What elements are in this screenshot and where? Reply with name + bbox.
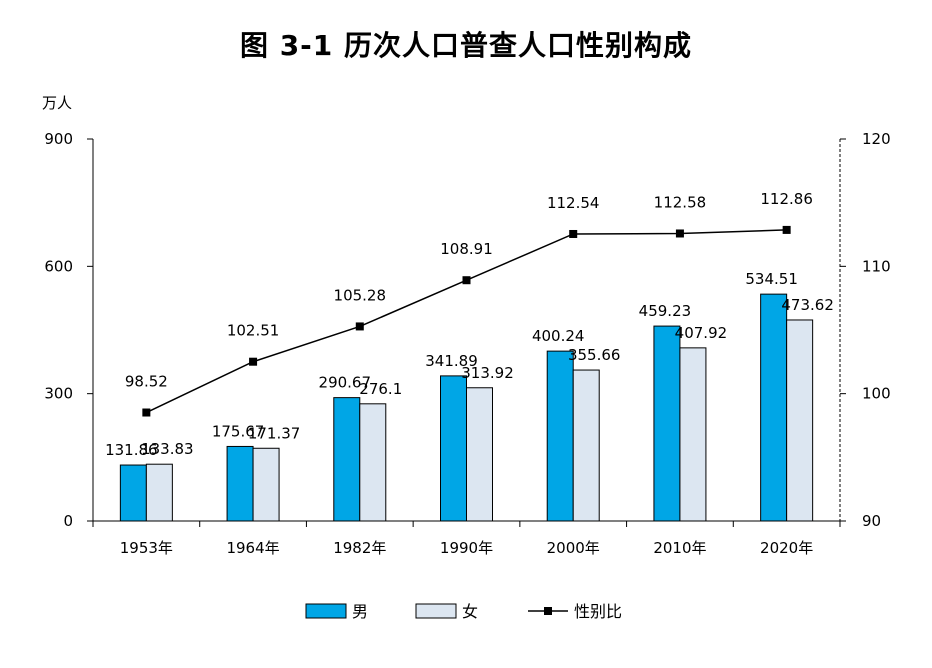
data-label-sex-ratio: 112.58 [654, 193, 707, 211]
data-label-male: 459.23 [639, 302, 692, 320]
data-label-male: 534.51 [745, 270, 798, 288]
bar-female [252, 447, 280, 522]
data-label-male: 400.24 [532, 327, 585, 345]
bar-female [145, 463, 173, 522]
y-tick-label-left: 300 [44, 385, 73, 403]
data-label-female: 276.1 [359, 380, 402, 398]
x-tick-label: 1964年 [226, 539, 279, 557]
bars [119, 293, 814, 522]
data-label-male: 131.86 [105, 441, 158, 459]
legend-swatch [305, 603, 347, 619]
legend-swatch [415, 603, 457, 619]
data-label-male: 175.67 [212, 422, 265, 440]
data-label-female: 473.62 [781, 296, 834, 314]
data-label-male: 341.89 [425, 352, 478, 370]
x-tick-label: 1953年 [120, 539, 173, 557]
x-tick-label: 1982年 [333, 539, 386, 557]
y-tick-label-left: 600 [44, 257, 73, 275]
data-label-sex-ratio: 112.54 [547, 194, 600, 212]
bar-female [572, 369, 600, 522]
bar-female [466, 387, 493, 522]
axes: 0 300 600 900 90 100 110 120 1953年 1964年 1982年 1990… [44, 130, 890, 557]
y-tick-label-right: 110 [862, 257, 891, 275]
data-label-sex-ratio: 112.86 [760, 190, 813, 208]
sex-ratio-marker [782, 225, 791, 234]
data-label-female: 171.37 [248, 424, 301, 442]
data-labels: 131.86 175.67 290.67 341.89 400.24 459.23 534.… [105, 190, 834, 459]
legend-label: 女 [462, 602, 478, 621]
bar-female [679, 347, 707, 522]
legend-item-sex-ratio: 性别比 [528, 602, 622, 621]
y-tick-label-left: 900 [44, 130, 73, 148]
data-label-female: 313.92 [461, 364, 514, 382]
bar-female [359, 403, 387, 522]
bar-female [786, 319, 814, 522]
sex-ratio-marker [249, 357, 258, 366]
data-label-sex-ratio: 105.28 [334, 286, 387, 304]
legend: 男 女 性别比 [305, 602, 622, 621]
data-label-sex-ratio: 108.91 [440, 240, 493, 258]
y-tick-label-right: 100 [862, 385, 891, 403]
sex-ratio-line [142, 225, 791, 417]
chart-title: 图 3-1 历次人口普查人口性别构成 [239, 29, 693, 62]
sex-ratio-marker [462, 276, 471, 285]
legend-item-male: 男 [305, 602, 368, 621]
legend-item-female: 女 [415, 602, 478, 621]
bar-male [333, 397, 361, 522]
x-tick-label: 1990年 [440, 539, 493, 557]
data-label-male: 290.67 [319, 374, 372, 392]
bar-male [653, 325, 681, 522]
data-label-sex-ratio: 98.52 [125, 373, 168, 391]
data-label-female: 133.83 [141, 440, 194, 458]
x-tick-label: 2020年 [760, 539, 813, 557]
y-tick-label-left: 0 [63, 512, 73, 530]
legend-label: 性别比 [574, 602, 622, 621]
data-label-sex-ratio: 102.51 [227, 322, 280, 340]
data-label-female: 407.92 [675, 324, 728, 342]
bar-male [440, 375, 467, 522]
x-tick-label: 2000年 [547, 539, 600, 557]
sex-ratio-marker [569, 229, 578, 238]
bar-male [546, 350, 574, 522]
x-tick-label: 2010年 [653, 539, 706, 557]
sex-ratio-marker [675, 229, 684, 238]
legend-swatch-marker [544, 607, 552, 615]
y-tick-label-right: 90 [862, 512, 881, 530]
sex-ratio-marker [355, 322, 364, 331]
data-label-female: 355.66 [568, 346, 621, 364]
legend-label: 男 [352, 602, 368, 621]
bar-male [760, 293, 788, 522]
y-tick-label-right: 120 [862, 130, 891, 148]
sex-ratio-marker [142, 408, 151, 417]
bar-male [119, 464, 147, 522]
bar-male [226, 445, 254, 522]
y-axis-unit-label: 万人 [42, 94, 72, 112]
